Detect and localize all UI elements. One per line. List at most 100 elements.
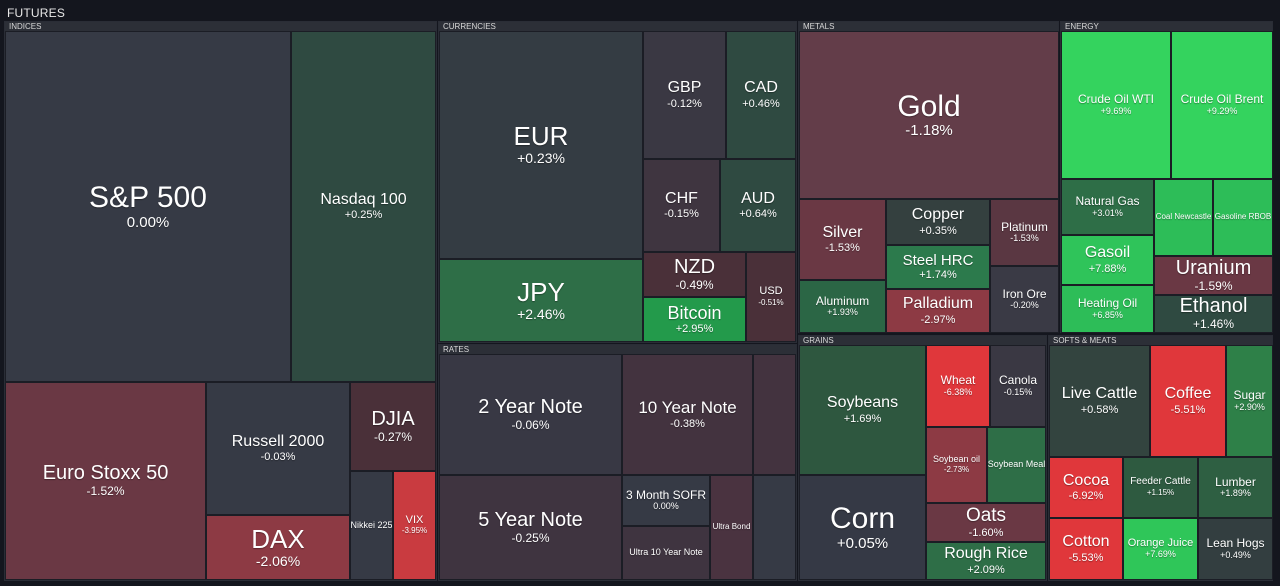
tile-dax[interactable]: DAX -2.06% [206,515,350,580]
tile-aud[interactable]: AUD +0.64% [720,159,796,252]
tile-live-cattle[interactable]: Live Cattle +0.58% [1049,345,1150,457]
tile-gasoil[interactable]: Gasoil +7.88% [1061,235,1154,285]
group-label-currencies[interactable]: CURRENCIES [439,22,796,32]
tile-name: EUR [513,121,569,152]
tile-copper[interactable]: Copper +0.35% [886,199,990,245]
tile-coffee[interactable]: Coffee -5.51% [1150,345,1226,457]
tile-cotton[interactable]: Cotton -5.53% [1049,518,1123,580]
tile-change: -6.92% [1068,490,1104,503]
tile-name: 3 Month SOFR [625,487,707,502]
group-label-indices[interactable]: INDICES [5,22,436,32]
tile-crude-oil-brent[interactable]: Crude Oil Brent +9.29% [1171,31,1273,179]
group-label-rates[interactable]: RATES [439,345,796,355]
tile-rates-unlabeled-2[interactable] [753,475,796,580]
tile-cocoa[interactable]: Cocoa -6.92% [1049,457,1123,518]
tile-10-year-note[interactable]: 10 Year Note -0.38% [622,354,753,475]
tile-name: Bitcoin [667,302,722,323]
tile-eur[interactable]: EUR +0.23% [439,31,643,259]
tile-change: -0.38% [670,417,705,430]
tile-rough-rice[interactable]: Rough Rice +2.09% [926,542,1046,580]
tile-name: GBP [667,79,702,97]
tile-euro-stoxx-50[interactable]: Euro Stoxx 50 -1.52% [5,382,206,580]
tile-vix[interactable]: VIX -3.95% [393,471,436,580]
tile-name: Rough Rice [944,545,1028,563]
tile-name: Soybean Meal [987,459,1046,470]
tile-aluminum[interactable]: Aluminum +1.93% [799,280,886,333]
tile-lumber[interactable]: Lumber +1.89% [1198,457,1273,518]
tile-nzd[interactable]: NZD -0.49% [643,252,746,297]
tile-platinum[interactable]: Platinum -1.53% [990,199,1059,266]
tile-russell2000[interactable]: Russell 2000 -0.03% [206,382,350,515]
tile-name: Crude Oil Brent [1180,92,1264,107]
tile-name: Coffee [1164,385,1212,403]
tile-sp500[interactable]: S&P 500 0.00% [5,31,291,382]
tile-iron-ore[interactable]: Iron Ore -0.20% [990,266,1059,333]
tile-3-month-sofr[interactable]: 3 Month SOFR 0.00% [622,475,710,526]
tile-change: -0.20% [1010,300,1039,311]
tile-steel-hrc[interactable]: Steel HRC +1.74% [886,245,990,289]
tile-rates-unlabeled-1[interactable] [753,354,796,475]
tile-soybean-oil[interactable]: Soybean oil -2.73% [926,427,987,503]
tile-corn[interactable]: Corn +0.05% [799,475,926,580]
tile-ethanol[interactable]: Ethanol +1.46% [1154,295,1273,333]
tile-change: +1.46% [1192,317,1235,332]
tile-change: 0.00% [653,501,679,512]
tile-orange-juice[interactable]: Orange Juice +7.69% [1123,518,1198,580]
group-label-grains[interactable]: GRAINS [799,336,1046,346]
tile-sugar[interactable]: Sugar +2.90% [1226,345,1273,457]
group-label-energy[interactable]: ENERGY [1061,22,1272,32]
tile-crude-oil-wti[interactable]: Crude Oil WTI +9.69% [1061,31,1171,179]
tile-cad[interactable]: CAD +0.46% [726,31,796,159]
tile-name: Russell 2000 [231,432,325,450]
tile-silver[interactable]: Silver -1.53% [799,199,886,280]
tile-wheat[interactable]: Wheat -6.38% [926,345,990,427]
tile-change: +1.93% [827,307,858,318]
tile-name: CAD [744,79,778,97]
tile-gold[interactable]: Gold -1.18% [799,31,1059,199]
tile-djia[interactable]: DJIA -0.27% [350,382,436,471]
tile-bitcoin[interactable]: Bitcoin +2.95% [643,297,746,342]
tile-change: -1.53% [825,242,860,255]
tile-name: Crude Oil WTI [1077,92,1154,107]
tile-soybean-meal[interactable]: Soybean Meal [987,427,1046,503]
tile-change: -0.06% [511,417,550,432]
tile-change: -1.52% [86,484,125,499]
group-label-softs-meats[interactable]: SOFTS & MEATS [1049,336,1272,346]
tile-nikkei225[interactable]: Nikkei 225 [350,471,393,580]
tile-5-year-note[interactable]: 5 Year Note -0.25% [439,475,622,580]
tile-2-year-note[interactable]: 2 Year Note -0.06% [439,354,622,475]
group-label-metals[interactable]: METALS [799,22,1058,32]
tile-change: -2.97% [920,313,956,326]
tile-change: 0.00% [126,213,170,231]
tile-name: Lumber [1215,474,1256,489]
tile-ultra-10-year-note[interactable]: Ultra 10 Year Note [622,526,710,580]
tile-name: Ultra Bond [712,522,751,532]
tile-change: +2.46% [517,305,565,322]
tile-canola[interactable]: Canola -0.15% [990,345,1046,427]
tile-gasoline-rbob[interactable]: Gasoline RBOB [1213,179,1273,256]
tile-feeder-cattle[interactable]: Feeder Cattle +1.15% [1123,457,1198,518]
tile-change: -0.15% [1003,386,1033,397]
tile-lean-hogs[interactable]: Lean Hogs +0.49% [1198,518,1273,580]
tile-name: Copper [911,206,965,224]
tile-change: +7.69% [1145,549,1176,560]
tile-change: -6.38% [943,386,973,397]
tile-change: +2.09% [967,563,1005,576]
tile-change: +0.46% [742,97,780,110]
tile-nasdaq100[interactable]: Nasdaq 100 +0.25% [291,31,436,382]
tile-name: S&P 500 [89,181,207,214]
tile-heating-oil[interactable]: Heating Oil +6.85% [1061,285,1154,333]
tile-natural-gas[interactable]: Natural Gas +3.01% [1061,179,1154,235]
tile-ultra-bond[interactable]: Ultra Bond [710,475,753,580]
tile-change: -2.06% [255,552,301,569]
tile-palladium[interactable]: Palladium -2.97% [886,289,990,333]
tile-oats[interactable]: Oats -1.60% [926,503,1046,542]
tile-gbp[interactable]: GBP -0.12% [643,31,726,159]
tile-uranium[interactable]: Uranium -1.59% [1154,256,1273,295]
tile-coal-newcastle[interactable]: Coal Newcastle [1154,179,1213,256]
tile-jpy[interactable]: JPY +2.46% [439,259,643,342]
tile-soybeans[interactable]: Soybeans +1.69% [799,345,926,475]
tile-change: -0.51% [758,297,784,307]
tile-chf[interactable]: CHF -0.15% [643,159,720,252]
tile-usd[interactable]: USD -0.51% [746,252,796,342]
